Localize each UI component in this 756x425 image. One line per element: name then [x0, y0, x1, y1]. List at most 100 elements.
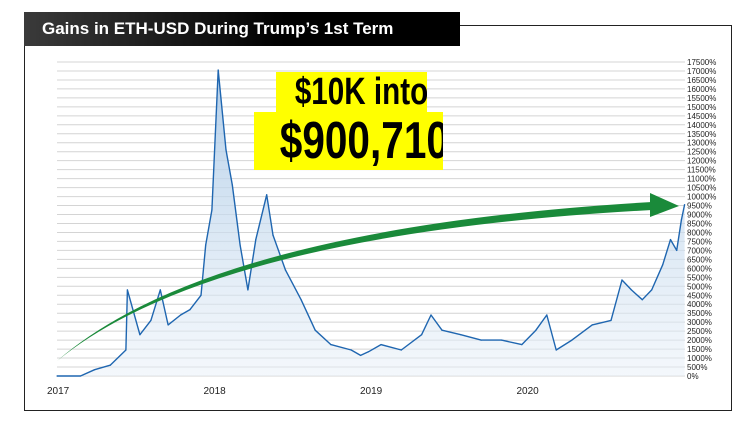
y-tick-label: 8500% — [687, 219, 712, 228]
y-tick-label: 7000% — [687, 246, 712, 255]
data-point — [641, 299, 643, 301]
data-point — [380, 344, 382, 346]
data-point — [93, 369, 96, 371]
y-tick-label: 7500% — [687, 237, 712, 246]
data-point — [610, 319, 612, 321]
data-point — [231, 184, 233, 186]
x-axis-ticks: 2017 2018 2019 2020 — [47, 386, 539, 397]
y-tick-label: 9000% — [687, 211, 712, 220]
y-tick-label: 0% — [687, 372, 699, 381]
x-tick-label: 2017 — [47, 386, 70, 397]
series-area — [57, 70, 685, 376]
growth-arrow-head — [650, 193, 679, 217]
data-point — [159, 289, 161, 291]
data-point — [56, 375, 58, 377]
data-point — [200, 294, 202, 296]
y-tick-label: 2000% — [687, 336, 712, 345]
data-point — [571, 339, 573, 341]
y-tick-label: 17500% — [687, 58, 716, 67]
data-point — [205, 244, 207, 246]
series-line — [57, 69, 686, 377]
data-point — [126, 289, 129, 291]
y-tick-label: 500% — [687, 363, 707, 372]
y-tick-label: 12500% — [687, 148, 716, 157]
data-point — [555, 349, 557, 351]
data-point — [535, 329, 537, 331]
y-tick-label: 3500% — [687, 309, 712, 318]
data-point — [225, 149, 227, 151]
data-point — [79, 375, 82, 377]
y-tick-label: 10000% — [687, 193, 716, 202]
data-point — [217, 69, 219, 71]
callout-text-1: $10K into — [294, 72, 427, 112]
x-tick-label: 2019 — [360, 386, 383, 397]
data-point — [546, 314, 548, 316]
y-tick-label: 13500% — [687, 130, 716, 139]
data-point — [125, 349, 127, 351]
data-point — [430, 314, 432, 316]
data-point — [621, 279, 623, 281]
x-tick-label: 2018 — [204, 386, 227, 397]
data-point — [521, 344, 523, 346]
data-point — [300, 299, 302, 301]
y-tick-label: 10500% — [687, 184, 716, 193]
data-point — [272, 234, 274, 236]
data-point — [669, 239, 672, 241]
data-point — [255, 239, 257, 241]
y-tick-label: 13000% — [687, 139, 716, 148]
callout-text-2: $900,710! — [279, 112, 443, 170]
data-points — [56, 69, 686, 377]
data-point — [150, 319, 152, 321]
callout-line-1: $10K into — [276, 72, 427, 112]
data-point — [180, 314, 182, 316]
y-tick-label: 5500% — [687, 273, 712, 282]
data-point — [247, 289, 249, 291]
y-tick-label: 15000% — [687, 103, 716, 112]
data-point — [360, 354, 362, 356]
data-point — [167, 324, 169, 326]
y-tick-label: 1500% — [687, 345, 712, 354]
y-tick-label: 16500% — [687, 76, 716, 85]
y-tick-label: 14000% — [687, 121, 716, 130]
callout-line-2: $900,710! — [254, 112, 443, 170]
y-tick-label: 1000% — [687, 354, 712, 363]
y-tick-label: 6500% — [687, 255, 712, 264]
y-tick-label: 2500% — [687, 327, 712, 336]
data-point — [676, 249, 678, 251]
data-point — [500, 339, 503, 341]
data-point — [139, 334, 141, 336]
data-point — [330, 344, 332, 346]
data-point — [680, 219, 683, 221]
data-point — [662, 264, 664, 266]
data-point — [683, 204, 686, 206]
data-point — [189, 309, 191, 311]
data-point — [400, 349, 402, 351]
y-tick-label: 6000% — [687, 264, 712, 273]
data-point — [211, 209, 213, 211]
y-tick-label: 15500% — [687, 94, 716, 103]
data-point — [630, 289, 632, 291]
data-point — [460, 334, 462, 336]
x-tick-label: 2020 — [517, 386, 540, 397]
y-axis-ticks: 0%500%1000%1500%2000%2500%3000%3500%4000… — [687, 58, 716, 381]
y-tick-label: 4000% — [687, 300, 712, 309]
data-point — [421, 334, 423, 336]
data-point — [314, 329, 316, 331]
data-point — [284, 269, 287, 271]
data-point — [441, 329, 443, 331]
y-tick-label: 3000% — [687, 318, 712, 327]
data-point — [651, 289, 653, 291]
chart-title: Gains in ETH-USD During Trump’s 1st Term — [24, 12, 460, 46]
data-point — [480, 339, 482, 341]
y-tick-label: 9500% — [687, 202, 712, 211]
data-point — [350, 349, 352, 351]
data-point — [591, 324, 593, 326]
y-tick-label: 17000% — [687, 67, 716, 76]
y-tick-label: 14500% — [687, 112, 716, 121]
y-tick-label: 4500% — [687, 291, 712, 300]
y-tick-label: 11500% — [687, 166, 716, 175]
data-point — [266, 194, 268, 196]
y-tick-label: 5000% — [687, 282, 712, 291]
y-tick-label: 11000% — [687, 175, 716, 184]
